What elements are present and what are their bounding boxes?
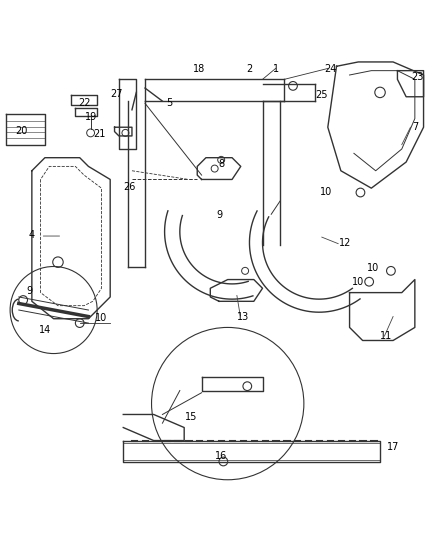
Text: 17: 17 xyxy=(387,442,399,452)
Text: 15: 15 xyxy=(184,411,197,422)
Text: 14: 14 xyxy=(39,325,51,335)
Text: 12: 12 xyxy=(339,238,351,248)
Text: 8: 8 xyxy=(218,159,224,169)
Text: 21: 21 xyxy=(93,129,106,139)
Text: 10: 10 xyxy=(319,187,332,197)
Text: 4: 4 xyxy=(29,230,35,240)
Text: 13: 13 xyxy=(237,312,249,321)
Text: 26: 26 xyxy=(124,182,136,192)
Text: 10: 10 xyxy=(352,277,364,287)
Text: 22: 22 xyxy=(78,98,90,108)
Text: 5: 5 xyxy=(166,98,172,108)
Text: 2: 2 xyxy=(246,64,253,74)
Text: 9: 9 xyxy=(216,210,222,220)
Text: 27: 27 xyxy=(110,89,123,99)
Text: 24: 24 xyxy=(324,64,336,74)
Text: 7: 7 xyxy=(412,122,418,132)
Text: 20: 20 xyxy=(16,126,28,136)
Text: 9: 9 xyxy=(27,286,33,296)
Text: 10: 10 xyxy=(95,313,108,323)
Text: 16: 16 xyxy=(215,451,227,461)
Text: 25: 25 xyxy=(315,90,328,100)
Text: 1: 1 xyxy=(272,64,279,74)
Text: 11: 11 xyxy=(381,331,393,341)
Text: 19: 19 xyxy=(85,112,97,122)
Text: 23: 23 xyxy=(411,72,423,82)
Text: 10: 10 xyxy=(367,263,380,273)
Text: 18: 18 xyxy=(193,64,205,74)
